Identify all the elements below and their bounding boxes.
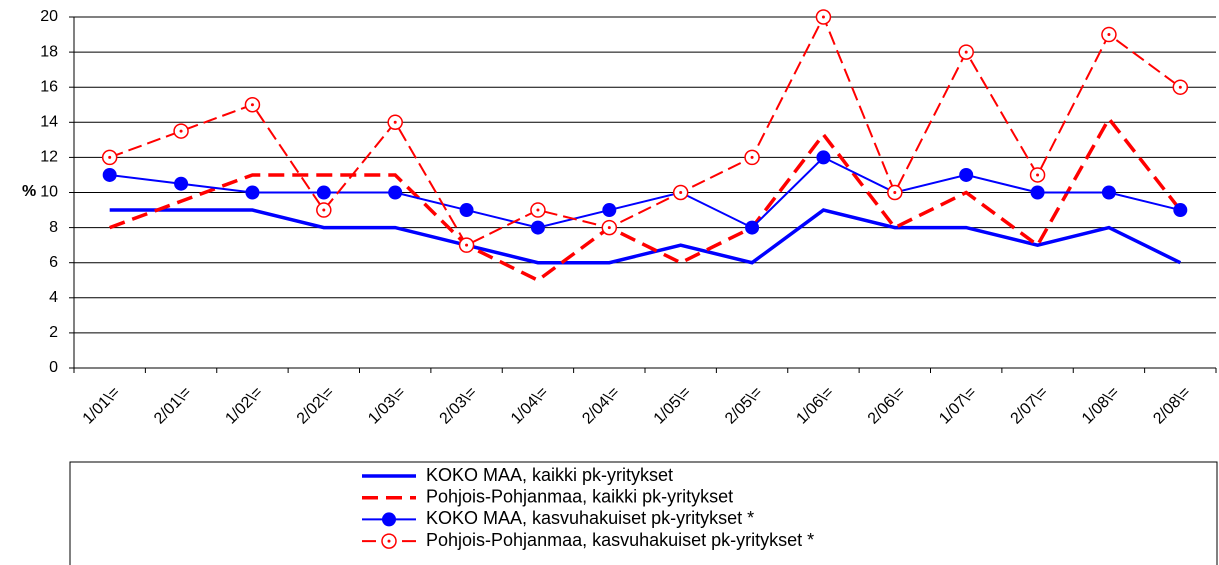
marker-dot (108, 155, 112, 159)
legend-label: KOKO MAA, kasvuhakuiset pk-yritykset * (426, 508, 754, 528)
y-tick-label: 16 (40, 78, 58, 95)
x-tick-label: 1/07\= (936, 384, 980, 428)
marker (530, 220, 545, 235)
x-tick-label: 2/02\= (294, 384, 338, 428)
x-tick-label: 2/07\= (1008, 384, 1052, 428)
marker (959, 167, 974, 182)
x-tick-label: 1/06\= (793, 384, 837, 428)
marker (382, 512, 396, 527)
marker-dot (893, 191, 897, 194)
y-tick-label: 2 (49, 324, 58, 341)
marker-dot (821, 15, 825, 19)
marker (602, 203, 617, 218)
marker (530, 202, 546, 218)
y-tick-label: 6 (49, 254, 58, 271)
marker (745, 220, 760, 235)
marker (387, 114, 403, 131)
series-line (109, 156, 1181, 229)
marker-dot (393, 120, 397, 124)
marker (245, 185, 260, 200)
y-tick-label: 20 (40, 8, 58, 25)
marker-dot (1178, 85, 1182, 89)
legend-box (69, 461, 1218, 565)
marker-dot (322, 208, 326, 212)
y-tick-label: 12 (40, 149, 58, 166)
marker (958, 44, 974, 60)
y-tick-label: 14 (40, 114, 58, 131)
x-tick-label: 2/01\= (151, 384, 195, 428)
y-tick-label: 10 (40, 184, 58, 201)
marker (815, 9, 832, 25)
marker (173, 123, 189, 139)
x-tick-label: 1/04\= (508, 384, 552, 428)
marker-dot (964, 50, 968, 54)
x-tick-label: 1/05\= (651, 384, 695, 428)
marker (1172, 79, 1189, 95)
x-tick-label: 1/03\= (365, 384, 409, 428)
x-tick-label: 2/08\= (1150, 384, 1194, 428)
marker (244, 97, 261, 113)
marker (1173, 203, 1188, 218)
marker (1030, 185, 1045, 200)
x-tick-label: 2/04\= (579, 384, 623, 428)
x-tick-label: 1/01\= (80, 384, 124, 428)
legend-label: Pohjois-Pohjanmaa, kasvuhakuiset pk-yrit… (426, 530, 814, 550)
marker (458, 237, 475, 253)
x-tick-label: 1/02\= (222, 384, 266, 428)
series-line (109, 115, 1182, 283)
marker-dot (1036, 173, 1040, 177)
marker (1101, 185, 1116, 200)
x-tick-label: 2/05\= (722, 384, 766, 428)
marker (601, 219, 618, 236)
legend-label: Pohjois-Pohjanmaa, kaikki pk-yritykset (426, 486, 733, 506)
marker (174, 176, 189, 191)
marker (887, 184, 903, 201)
marker (816, 150, 831, 165)
y-tick-label: 18 (40, 43, 58, 60)
x-tick-label: 1/08\= (1079, 384, 1123, 428)
series-line (109, 208, 1182, 265)
marker (672, 184, 689, 201)
y-tick-label: 8 (49, 219, 58, 236)
marker (316, 185, 331, 200)
marker-dot (536, 208, 540, 212)
marker-dot (750, 155, 754, 159)
y-tick-label: 0 (49, 359, 58, 376)
marker (1101, 26, 1117, 43)
marker-dot (387, 539, 391, 543)
x-tick-label: 2/03\= (437, 384, 481, 428)
series-line (109, 14, 1181, 247)
marker-dot (179, 129, 183, 133)
marker (101, 149, 118, 166)
marker (316, 202, 332, 218)
marker-dot (1107, 33, 1111, 37)
marker (388, 185, 403, 200)
y-axis-label: % (22, 183, 36, 200)
marker-dot (607, 226, 611, 230)
marker-dot (679, 191, 683, 194)
legend-label: KOKO MAA, kaikki pk-yritykset (426, 465, 673, 485)
x-tick-label: 2/06\= (865, 384, 909, 428)
marker (459, 203, 474, 218)
marker (744, 149, 760, 166)
marker-dot (465, 243, 469, 247)
marker-dot (250, 103, 254, 107)
marker (102, 167, 117, 182)
marker (381, 533, 397, 549)
marker (1029, 167, 1046, 183)
y-tick-label: 4 (49, 289, 58, 306)
